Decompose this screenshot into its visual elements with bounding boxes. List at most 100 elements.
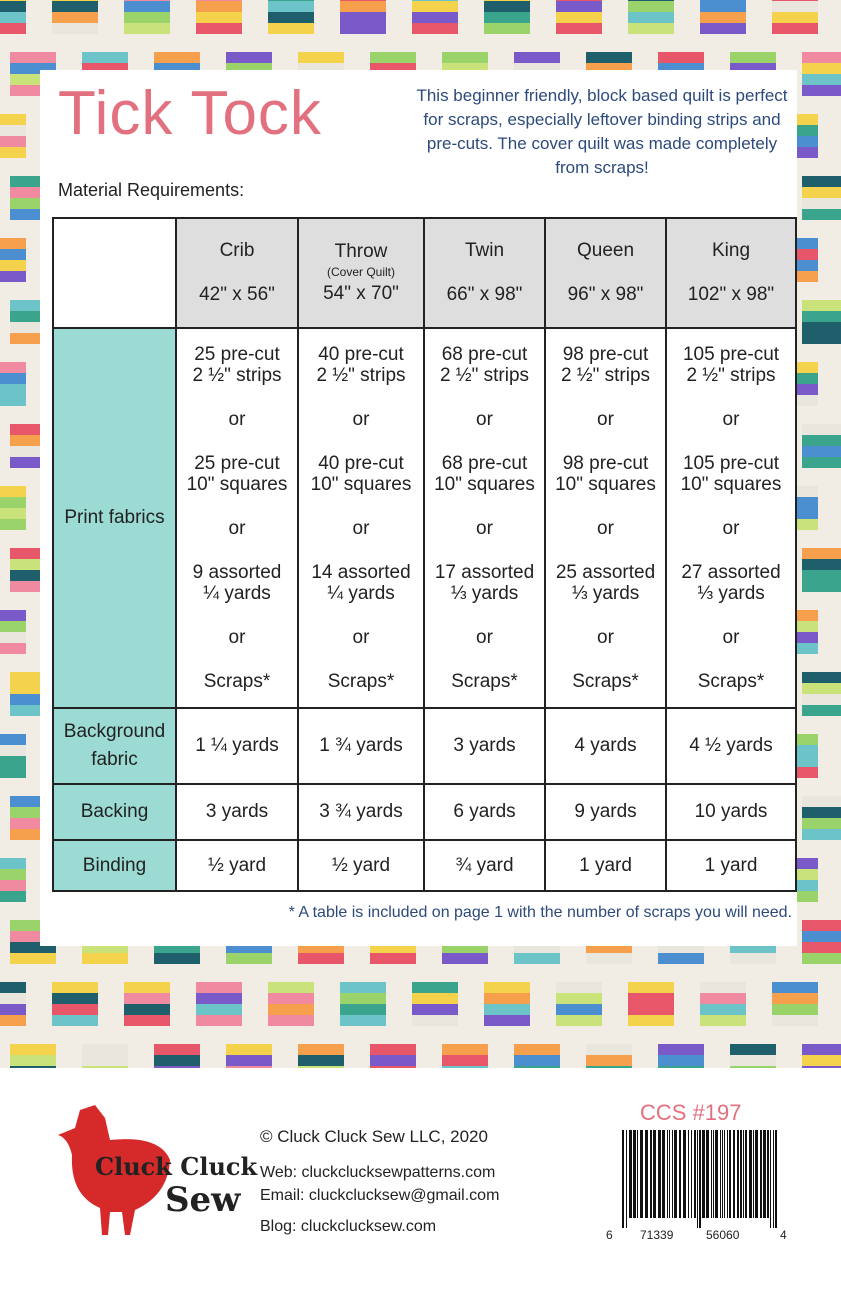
quilt-patch (556, 1004, 602, 1015)
quilt-patch (124, 0, 170, 1)
quilt-patch (0, 745, 26, 756)
quilt-patch (802, 818, 841, 829)
quilt-patch (52, 1015, 98, 1026)
quilt-patch (10, 198, 56, 209)
quilt-patch (0, 249, 26, 260)
cell-stack: 68 pre-cut 2 ½" strips or 68 pre-cut 10" s… (425, 332, 544, 704)
quilt-patch (10, 322, 56, 333)
barcode-bar (706, 1130, 709, 1218)
quilt-patch (10, 570, 56, 581)
barcode-bar (749, 1130, 752, 1218)
quilt-patch (514, 942, 560, 953)
quilt-patch (268, 23, 314, 34)
barcode-bar (755, 1130, 758, 1218)
quilt-patch (298, 1055, 344, 1066)
quilt-patch (658, 942, 704, 953)
barcode-bar (727, 1130, 728, 1218)
quilt-patch (298, 942, 344, 953)
quilt-patch (196, 1015, 242, 1026)
quilt-patch (556, 1, 602, 12)
quilt-patch (10, 818, 56, 829)
barcode-bar (658, 1130, 661, 1218)
quilt-patch (658, 63, 704, 74)
quilt-patch (514, 953, 560, 964)
barcode-digit: 56060 (706, 1228, 740, 1242)
quilt-patch (484, 1015, 530, 1026)
quilt-patch (0, 508, 26, 519)
quilt-patch (700, 1004, 746, 1015)
quilt-patch (442, 52, 488, 63)
quilt-patch (772, 982, 818, 993)
quilt-patch (0, 767, 26, 778)
quilt-patch (10, 548, 56, 559)
quilt-patch (0, 632, 26, 643)
quilt-patch (0, 1, 26, 12)
quilt-patch (10, 187, 56, 198)
quilt-patch (802, 570, 841, 581)
quilt-patch (10, 931, 56, 942)
cell-stack: 40 pre-cut 2 ½" strips or 40 pre-cut 10" s… (299, 332, 423, 704)
table-cell: 1 ¼ yards (175, 707, 299, 785)
quilt-patch (700, 23, 746, 34)
quilt-patch (412, 993, 458, 1004)
quilt-patch (370, 1055, 416, 1066)
quilt-patch (124, 23, 170, 34)
cell-text: 17 assorted ⅓ yards (434, 562, 535, 605)
quilt-patch (0, 23, 26, 34)
quilt-patch (268, 993, 314, 1004)
footnote: * A table is included on page 1 with the… (288, 904, 792, 921)
cell-text: Scraps* (451, 671, 518, 693)
quilt-patch (556, 982, 602, 993)
quilt-patch (154, 1055, 200, 1066)
quilt-patch (802, 198, 841, 209)
barcode-bar (753, 1130, 754, 1218)
quilt-patch (484, 23, 530, 34)
barcode-digit: 6 (606, 1228, 613, 1242)
cell-text: 3 ¾ yards (319, 801, 403, 822)
barcode-bar (662, 1130, 665, 1218)
quilt-patch (52, 0, 98, 1)
quilt-patch (10, 694, 56, 705)
quilt-patch (484, 12, 530, 23)
cell-text: 9 assorted ¼ yards (192, 562, 282, 605)
quilt-patch (628, 993, 674, 1004)
barcode-bar (767, 1130, 769, 1218)
quilt-patch (82, 1055, 128, 1066)
table-row: Background fabric 1 ¼ yards 1 ¾ yards 3 yar… (52, 707, 797, 785)
size-dimensions: 102" x 98" (687, 284, 775, 305)
table-cell: 98 pre-cut 2 ½" strips or 98 pre-cut 10" s… (544, 327, 667, 709)
quilt-patch (0, 1004, 26, 1015)
cell-text: 25 assorted ⅓ yards (555, 562, 656, 605)
barcode-bar (679, 1130, 681, 1218)
quilt-patch (802, 52, 841, 63)
quilt-patch (0, 756, 26, 767)
quilt-patch (628, 1004, 674, 1015)
quilt-patch (484, 1, 530, 12)
quilt-patch (802, 683, 841, 694)
quilt-patch (82, 52, 128, 63)
quilt-patch (412, 0, 458, 1)
quilt-patch (802, 209, 841, 220)
quilt-patch (802, 446, 841, 457)
quilt-patch (124, 12, 170, 23)
quilt-patch (802, 953, 841, 964)
quilt-patch (802, 300, 841, 311)
quilt-patch (586, 52, 632, 63)
barcode-bar (672, 1130, 673, 1218)
quilt-patch (412, 1015, 458, 1026)
quilt-patch (802, 457, 841, 468)
column-header: Queen 96" x 98" (544, 217, 667, 329)
barcode-bar (763, 1130, 766, 1218)
row-label-text: Binding (82, 854, 147, 876)
quilt-patch (0, 0, 26, 1)
quilt-patch (586, 953, 632, 964)
cell-stack: 98 pre-cut 2 ½" strips or 98 pre-cut 10" s… (546, 332, 665, 704)
barcode-bar (629, 1130, 632, 1218)
row-label-text: Background fabric (63, 721, 166, 770)
barcode-digit: 4 (780, 1228, 787, 1242)
quilt-patch (772, 1, 818, 12)
quilt-patch (10, 705, 56, 716)
quilt-patch (0, 1015, 26, 1026)
cell-text: 98 pre-cut 2 ½" strips (560, 343, 651, 386)
quilt-patch (802, 187, 841, 198)
